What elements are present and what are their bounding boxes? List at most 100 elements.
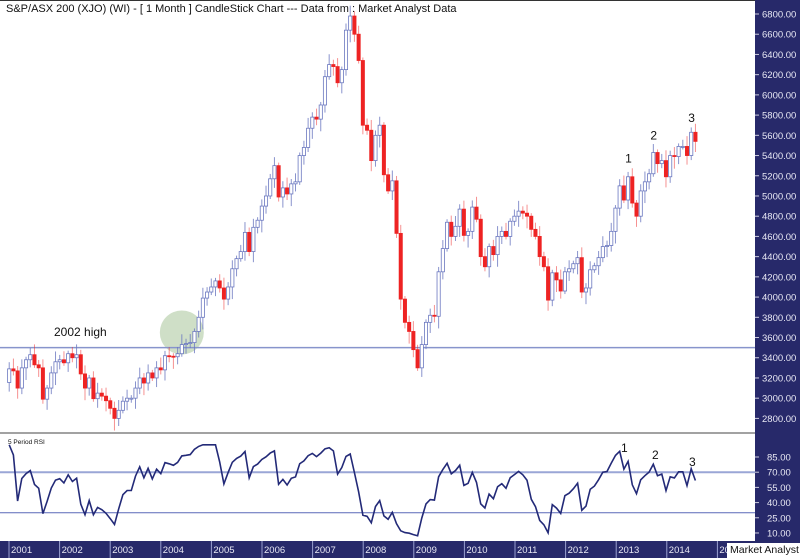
candle-up	[255, 219, 260, 228]
year-tick-label: 2013	[618, 545, 639, 556]
candle-up	[339, 69, 344, 84]
candle-down	[672, 155, 677, 157]
candle-down	[112, 407, 117, 419]
price-tick-label: 3600.00	[762, 333, 796, 344]
candle-up	[28, 354, 33, 361]
rsi-tick-label: 85.00	[767, 453, 791, 464]
candle-down	[158, 367, 163, 371]
candle-up	[19, 367, 24, 389]
year-tick-label: 2006	[264, 545, 285, 556]
candle-up	[318, 104, 323, 120]
price-tick-label: 6600.00	[762, 30, 796, 41]
wave-label-1: 1	[625, 152, 632, 166]
price-tick-label: 3200.00	[762, 373, 796, 384]
candle-down	[365, 124, 370, 131]
candle-up	[689, 131, 694, 156]
candle-up	[213, 280, 218, 288]
candle-up	[209, 286, 214, 293]
candle-down	[634, 202, 639, 217]
candle-down	[369, 129, 374, 161]
candle-up	[516, 210, 521, 217]
brand-label: Market Analyst 6	[727, 543, 800, 558]
rsi-wave-label-1: 1	[621, 441, 628, 455]
candle-down	[461, 208, 466, 236]
candle-up	[251, 226, 256, 252]
candle-down	[150, 372, 155, 379]
candle-down	[36, 364, 41, 369]
candle-up	[487, 246, 492, 268]
candle-up	[680, 146, 685, 148]
candle-up	[668, 155, 673, 178]
candle-down	[276, 165, 281, 198]
candle-up	[306, 127, 311, 148]
price-tick-label: 2800.00	[762, 414, 796, 425]
candle-down	[407, 321, 412, 332]
candle-up	[116, 409, 121, 419]
candle-down	[360, 60, 365, 126]
candle-up	[626, 176, 631, 201]
candle-down	[621, 185, 626, 201]
candle-down	[221, 287, 226, 300]
candle-up	[125, 397, 130, 402]
year-tick-label: 2002	[62, 545, 83, 556]
candle-down	[402, 298, 407, 323]
year-tick-label: 2004	[163, 545, 184, 556]
candle-up	[377, 124, 382, 136]
candle-up	[651, 152, 656, 175]
candle-down	[503, 230, 508, 237]
candle-up	[571, 263, 576, 270]
candle-down	[11, 368, 16, 372]
candle-up	[146, 372, 151, 384]
price-tick-label: 4000.00	[762, 293, 796, 304]
price-tick-label: 4200.00	[762, 272, 796, 283]
rsi-wave-label-2: 2	[652, 448, 659, 462]
price-tick-label: 4800.00	[762, 212, 796, 223]
candle-down	[474, 206, 479, 220]
candle-down	[541, 256, 546, 268]
candle-up	[188, 342, 193, 344]
candle-up	[74, 354, 79, 359]
candle-down	[579, 257, 584, 293]
candle-up	[162, 355, 167, 371]
candle-down	[630, 176, 635, 204]
candle-down	[491, 246, 496, 256]
candle-up	[179, 344, 184, 355]
candle-up	[588, 269, 593, 289]
candle-down	[247, 231, 252, 252]
candle-down	[520, 210, 525, 214]
year-tick-label: 2012	[568, 545, 589, 556]
candle-up	[57, 359, 62, 363]
candle-up	[230, 268, 235, 288]
year-tick-label: 2005	[213, 545, 234, 556]
candle-up	[133, 387, 138, 399]
candle-up	[647, 173, 652, 183]
candle-down	[478, 218, 483, 258]
price-tick-label: 5800.00	[762, 111, 796, 122]
wave-label-3: 3	[688, 111, 695, 125]
candle-up	[129, 397, 134, 400]
rsi-wave-label-3: 3	[689, 455, 696, 469]
candle-down	[525, 212, 530, 217]
candle-up	[205, 291, 210, 299]
candle-down	[78, 354, 83, 375]
candle-down	[91, 377, 96, 400]
candle-down	[108, 400, 113, 409]
price-tick-label: 5200.00	[762, 171, 796, 182]
year-tick-label: 20	[719, 545, 730, 556]
candle-down	[61, 359, 66, 364]
candle-up	[550, 272, 555, 301]
year-tick-label: 2014	[669, 545, 690, 556]
candle-up	[301, 147, 306, 156]
candle-down	[32, 354, 37, 366]
candle-down	[40, 367, 45, 400]
candle-down	[141, 377, 146, 384]
candle-down	[432, 314, 437, 317]
price-tick-label: 3000.00	[762, 394, 796, 405]
year-tick-label: 2008	[365, 545, 386, 556]
price-tick-label: 6200.00	[762, 70, 796, 81]
candle-up	[192, 331, 197, 343]
candle-up	[583, 287, 588, 293]
year-tick-label: 2009	[416, 545, 437, 556]
year-tick-label: 2001	[11, 545, 32, 556]
